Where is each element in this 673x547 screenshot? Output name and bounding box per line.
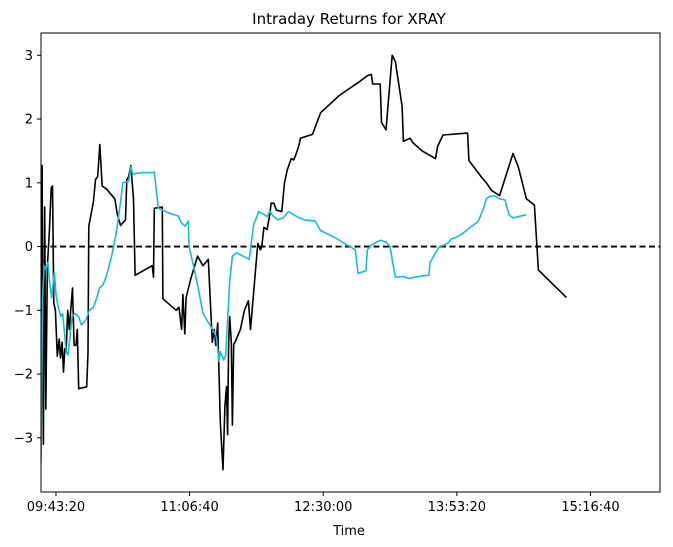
- y-tick-label: 1: [25, 176, 33, 191]
- x-tick-label: 13:53:20: [428, 500, 486, 515]
- x-tick-label: 11:06:40: [160, 500, 218, 515]
- y-tick-label: 3: [25, 49, 33, 64]
- series-line-2: [41, 166, 527, 464]
- y-tick-label: −3: [14, 431, 33, 446]
- plot-area: [40, 32, 661, 493]
- series-layer: [41, 54, 568, 471]
- y-tick-label: 2: [25, 113, 33, 128]
- series-line-1: [41, 54, 568, 471]
- x-tick-label: 09:43:20: [27, 500, 85, 515]
- x-tick-label: 15:16:40: [561, 500, 619, 515]
- y-tick-label: 0: [25, 240, 33, 255]
- y-tick-label: −2: [14, 368, 33, 383]
- x-tick-label: 12:30:00: [294, 500, 352, 515]
- chart-title: Intraday Returns for XRAY: [252, 10, 446, 28]
- y-axis: −3 −2 −1 0 1 2 3: [14, 49, 41, 446]
- x-axis-label: Time: [332, 524, 365, 539]
- y-tick-label: −1: [14, 304, 33, 319]
- plot-frame: [40, 32, 661, 493]
- x-axis: 09:43:20 11:06:40 12:30:00 13:53:20 15:16:40: [27, 492, 620, 515]
- plot-background: [41, 33, 660, 492]
